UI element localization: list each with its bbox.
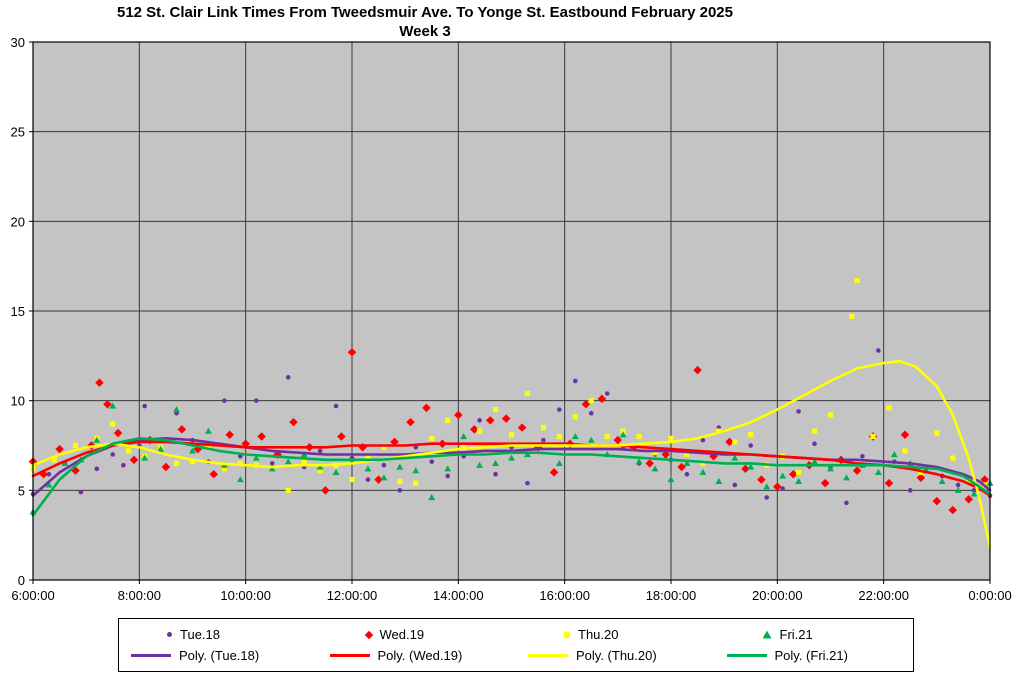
svg-text:20: 20 <box>11 214 25 229</box>
legend-label-poly-tue18: Poly. (Tue.18) <box>179 648 260 663</box>
legend-label-tue18: Tue.18 <box>180 627 220 642</box>
chart-plot-area: 6:00:00 8:00:00 10:00:00 12:00:00 14:00:00 16… <box>11 35 1012 603</box>
legend-label-poly-fri21: Poly. (Fri.21) <box>774 648 848 663</box>
legend-item-fri21: Fri.21 <box>715 627 914 642</box>
svg-text:5: 5 <box>18 483 25 498</box>
svg-text:25: 25 <box>11 125 25 140</box>
svg-text:0: 0 <box>18 573 25 588</box>
legend-item-poly-thu20: Poly. (Thu.20) <box>516 648 715 663</box>
legend-label-thu20: Thu.20 <box>578 627 619 642</box>
legend-item-poly-wed19: Poly. (Wed.19) <box>318 648 517 663</box>
legend: Tue.18 Wed.19 Thu.20 Fri.21 Poly. (Tue.1… <box>118 618 914 672</box>
legend-item-thu20: Thu.20 <box>516 627 715 642</box>
svg-text:10:00:00: 10:00:00 <box>220 588 271 603</box>
poly-thu20-line-icon <box>528 654 568 657</box>
legend-label-wed19: Wed.19 <box>379 627 425 642</box>
tue18-circle-marker-icon <box>167 632 172 637</box>
legend-lines-row: Poly. (Tue.18) Poly. (Wed.19) Poly. (Thu… <box>119 648 913 663</box>
wed19-diamond-marker-icon <box>364 630 373 639</box>
poly-wed19-line-icon <box>329 654 370 657</box>
legend-item-poly-fri21: Poly. (Fri.21) <box>715 648 914 663</box>
poly-fri21-line-icon <box>726 654 767 657</box>
svg-text:14:00:00: 14:00:00 <box>433 588 484 603</box>
legend-item-poly-tue18: Poly. (Tue.18) <box>119 648 318 663</box>
legend-label-poly-thu20: Poly. (Thu.20) <box>576 648 657 663</box>
legend-item-tue18: Tue.18 <box>119 627 318 642</box>
svg-text:22:00:00: 22:00:00 <box>858 588 909 603</box>
legend-markers-row: Tue.18 Wed.19 Thu.20 Fri.21 <box>119 627 913 642</box>
fri21-triangle-marker-icon <box>762 630 772 639</box>
svg-text:20:00:00: 20:00:00 <box>752 588 803 603</box>
legend-label-fri21: Fri.21 <box>779 627 813 642</box>
legend-label-poly-wed19: Poly. (Wed.19) <box>377 648 463 663</box>
svg-text:30: 30 <box>11 35 25 50</box>
chart-title: 512 St. Clair Link Times From Tweedsmuir… <box>116 4 733 21</box>
svg-text:8:00:00: 8:00:00 <box>118 588 161 603</box>
svg-text:18:00:00: 18:00:00 <box>646 588 697 603</box>
svg-text:6:00:00: 6:00:00 <box>11 588 54 603</box>
svg-text:15: 15 <box>11 304 25 319</box>
thu20-square-marker-icon <box>564 631 570 638</box>
svg-text:12:00:00: 12:00:00 <box>327 588 378 603</box>
chart-subtitle: Week 3 <box>399 22 451 40</box>
svg-text:10: 10 <box>11 394 25 409</box>
svg-text:0:00:00: 0:00:00 <box>968 588 1011 603</box>
chart-title-block: 512 St. Clair Link Times From Tweedsmuir… <box>30 4 820 42</box>
poly-tue18-line-icon <box>131 654 171 657</box>
legend-item-wed19: Wed.19 <box>318 627 517 642</box>
svg-text:16:00:00: 16:00:00 <box>539 588 590 603</box>
